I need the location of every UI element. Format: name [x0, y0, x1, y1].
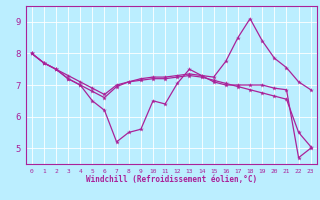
X-axis label: Windchill (Refroidissement éolien,°C): Windchill (Refroidissement éolien,°C) — [86, 175, 257, 184]
